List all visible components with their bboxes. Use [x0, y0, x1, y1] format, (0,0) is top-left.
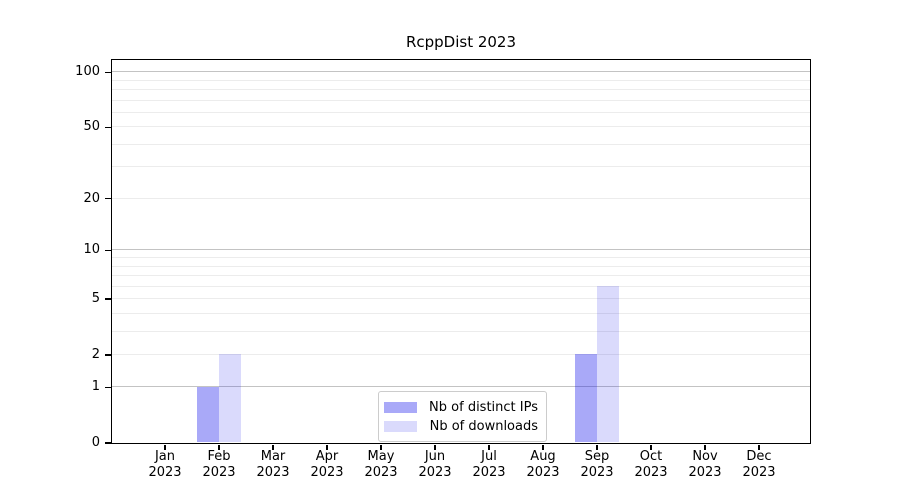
x-tick — [704, 444, 706, 450]
y-tick-label: 0 — [91, 435, 100, 450]
x-tick-label: Jul 2023 — [472, 449, 506, 480]
x-tick-label: May 2023 — [364, 449, 398, 480]
minor-gridline — [111, 285, 810, 287]
y-tick — [104, 126, 111, 129]
minor-gridline — [111, 265, 810, 267]
bar — [218, 354, 241, 443]
downloads-swatch-icon — [384, 420, 417, 432]
x-tick-label: Mar 2023 — [256, 449, 290, 480]
minor-gridline — [111, 353, 810, 355]
legend-item-downloads: Nb of downloads — [384, 417, 538, 435]
x-tick-label: Oct 2023 — [634, 449, 668, 480]
legend: Nb of distinct IPs Nb of downloads — [378, 391, 547, 442]
y-tick-label: 10 — [83, 242, 100, 258]
y-tick — [104, 442, 111, 444]
y-tick-label: 2 — [91, 346, 100, 362]
decade-gridline — [111, 71, 810, 73]
minor-gridline — [111, 143, 810, 145]
x-tick — [272, 444, 274, 450]
minor-gridline — [111, 312, 810, 314]
y-tick — [104, 354, 111, 356]
y-tick — [104, 386, 111, 389]
decade-gridline — [111, 249, 810, 251]
y-tick-label: 50 — [83, 119, 100, 135]
bar — [574, 354, 597, 443]
distinct-ips-swatch-icon — [384, 401, 417, 413]
x-tick-label: Apr 2023 — [310, 449, 344, 480]
x-tick — [650, 444, 652, 450]
y-tick — [104, 298, 111, 300]
legend-item-distinct-ips: Nb of distinct IPs — [384, 398, 538, 416]
minor-gridline — [111, 99, 810, 101]
y-tick-label: 5 — [91, 291, 100, 307]
x-tick — [542, 444, 544, 450]
decade-gridline — [111, 386, 810, 388]
x-tick — [164, 444, 166, 450]
legend-label-distinct-ips: Nb of distinct IPs — [429, 399, 538, 415]
x-tick-label: Sep 2023 — [580, 449, 614, 480]
minor-gridline — [111, 197, 810, 199]
x-tick-label: Jan 2023 — [148, 449, 182, 480]
minor-gridline — [111, 275, 810, 277]
x-tick-label: Nov 2023 — [688, 449, 722, 480]
legend-label-downloads: Nb of downloads — [429, 418, 538, 434]
x-tick-label: Dec 2023 — [742, 449, 776, 480]
y-tick — [104, 249, 111, 252]
chart-title: RcppDist 2023 — [405, 33, 517, 51]
x-tick — [218, 444, 220, 450]
y-tick — [104, 71, 111, 74]
x-tick — [326, 444, 328, 450]
minor-gridline — [111, 166, 810, 168]
minor-gridline — [111, 257, 810, 259]
minor-gridline — [111, 89, 810, 91]
plot-area — [110, 58, 811, 444]
x-tick — [488, 444, 490, 450]
x-tick — [434, 444, 436, 450]
y-tick-label: 20 — [83, 190, 100, 206]
minor-gridline — [111, 298, 810, 300]
y-tick — [104, 197, 111, 200]
y-tick-label: 100 — [75, 64, 100, 80]
x-tick-label: Feb 2023 — [202, 449, 236, 480]
minor-gridline — [111, 330, 810, 332]
x-tick-label: Jun 2023 — [418, 449, 452, 480]
minor-gridline — [111, 126, 810, 128]
minor-gridline — [111, 79, 810, 81]
bar — [596, 286, 619, 443]
x-tick — [380, 444, 382, 450]
minor-gridline — [111, 111, 810, 113]
x-tick — [758, 444, 760, 450]
y-tick-label: 1 — [91, 379, 100, 395]
x-tick — [596, 444, 598, 450]
bar — [196, 386, 219, 443]
x-tick-label: Aug 2023 — [526, 449, 560, 480]
